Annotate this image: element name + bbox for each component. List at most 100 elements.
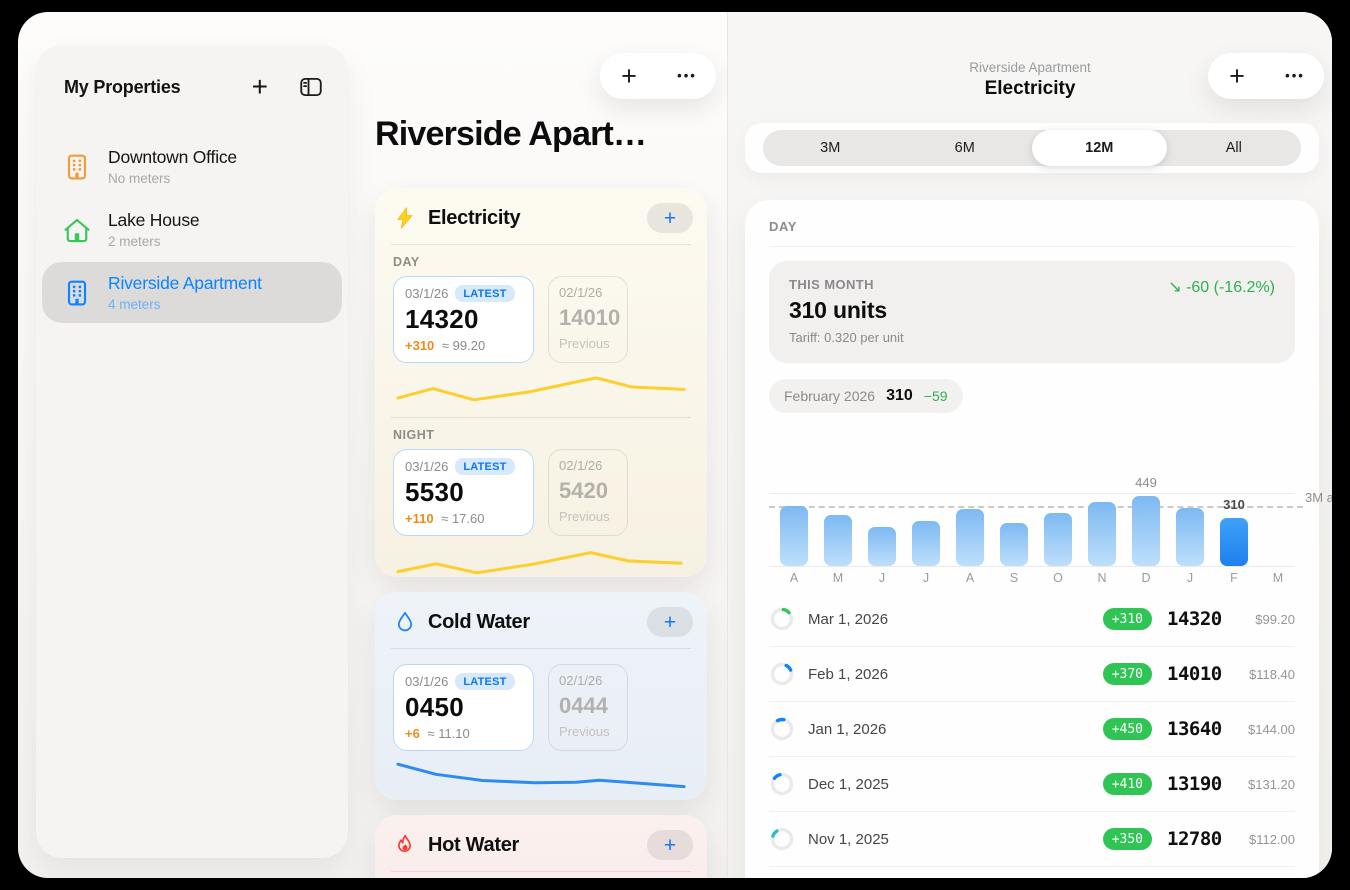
property-actions-pill: + ••• <box>600 53 716 99</box>
range-segment-12m[interactable]: 12M <box>1032 130 1167 166</box>
property-meter-count: No meters <box>108 171 171 186</box>
property-meter-count: 4 meters <box>108 297 161 312</box>
summary-trend: ↘ -60 (-16.2%) <box>1168 277 1275 297</box>
reading-value: 5530 <box>405 477 465 507</box>
reading-row-date: Jan 1, 2026 <box>808 720 887 738</box>
detail-property-name: Riverside Apartment <box>969 60 1091 75</box>
range-segment-3m[interactable]: 3M <box>820 140 841 156</box>
previous-label: Previous <box>559 509 610 524</box>
reading-row[interactable]: Feb 1, 2026 +370 14010 $118.40 <box>769 647 1295 702</box>
add-reading-button[interactable]: + <box>647 607 693 637</box>
reading-delta: +110 <box>405 511 434 526</box>
latest-badge: LATEST <box>455 285 515 302</box>
property-name: Lake House <box>108 210 200 230</box>
range-segment-6m[interactable]: 6M <box>954 140 975 156</box>
property-name: Riverside Apartment <box>108 273 262 293</box>
selected-month-chip[interactable]: February 2026 310 −59 <box>769 379 963 413</box>
meter-card-header: Hot Water + <box>375 815 707 871</box>
chart-bar-a-4[interactable] <box>956 509 984 566</box>
readings-list: Mar 1, 2026 +310 14320 $99.20 Feb 1, 202… <box>769 592 1295 878</box>
reading-cost: ≈ 17.60 <box>441 511 485 526</box>
chart-bar-d-8[interactable] <box>1132 496 1160 566</box>
divider <box>391 871 691 872</box>
range-segment-all[interactable]: All <box>1225 140 1242 156</box>
lightning-icon <box>393 206 417 230</box>
add-reading-button[interactable]: + <box>1229 61 1245 91</box>
tariff-label: DAY <box>393 255 420 269</box>
reading-value: 14320 <box>405 304 479 334</box>
reading-delta: +310 <box>405 338 435 353</box>
chart-value-label: 310 <box>1223 497 1245 512</box>
chart-bar-s-5[interactable] <box>1000 523 1028 566</box>
reading-value: 0450 <box>405 692 465 722</box>
reading-row-partial[interactable] <box>769 867 1295 878</box>
reading-row[interactable]: Dec 1, 2025 +410 13190 $131.20 <box>769 757 1295 812</box>
reading-row[interactable]: Nov 1, 2025 +350 12780 $112.00 <box>769 812 1295 867</box>
trend-down-icon: ↘ <box>1168 279 1182 296</box>
latest-reading-tile[interactable]: 03/1/26 LATEST 0450 +6 ≈ 11.10 <box>393 664 534 751</box>
meter-detail-panel: Riverside Apartment Electricity + ••• 3M… <box>728 12 1332 878</box>
chart-bar-j-2[interactable] <box>868 527 896 566</box>
reading-row[interactable]: Jan 1, 2026 +450 13640 $144.00 <box>769 702 1295 757</box>
more-options-button[interactable]: ••• <box>1285 68 1305 83</box>
chart-bar-j-3[interactable] <box>912 521 940 566</box>
meter-card-hot-water[interactable]: Hot Water + <box>375 815 707 878</box>
sidebar-toggle-icon[interactable] <box>298 74 324 100</box>
app-window: My Properties + Downtown Office No meter… <box>18 12 1332 878</box>
tariff-label: NIGHT <box>393 428 435 442</box>
sidebar-title: My Properties <box>64 76 181 97</box>
chart-month-label: F <box>1230 571 1238 585</box>
reading-delta-badge: +350 <box>1102 828 1152 850</box>
sidebar-item-property[interactable]: Riverside Apartment 4 meters <box>42 262 342 323</box>
reading-tiles: 03/1/26 LATEST 5530 +110 ≈ 17.60 02/1/26… <box>375 449 707 536</box>
latest-reading-tile[interactable]: 03/1/26 LATEST 5530 +110 ≈ 17.60 <box>393 449 534 536</box>
chart-bar-o-6[interactable] <box>1044 513 1072 566</box>
house-icon <box>60 213 94 247</box>
more-options-button[interactable]: ••• <box>677 68 697 83</box>
month-chip-value: 310 <box>886 387 913 404</box>
chart-bar-a-0[interactable] <box>780 506 808 566</box>
meter-card-cold-water[interactable]: Cold Water + 03/1/26 LATEST 0450 +6 ≈ 11… <box>375 592 707 800</box>
tariff-detail-card: DAY THIS MONTH 310 units Tariff: 0.320 p… <box>745 200 1332 878</box>
meter-name: Cold Water <box>428 610 530 633</box>
meter-card-header: Cold Water + <box>375 592 707 648</box>
chart-bar-n-7[interactable] <box>1088 502 1116 566</box>
sparkline-chart <box>396 376 686 402</box>
this-month-summary: THIS MONTH 310 units Tariff: 0.320 per u… <box>769 261 1295 363</box>
add-meter-button[interactable]: + <box>621 61 637 91</box>
latest-reading-tile[interactable]: 03/1/26 LATEST 14320 +310 ≈ 99.20 <box>393 276 534 363</box>
chart-bar-j-9[interactable] <box>1176 508 1204 566</box>
average-dashed-line <box>769 506 1303 508</box>
property-name: Downtown Office <box>108 147 237 167</box>
detail-meter-name: Electricity <box>984 78 1076 99</box>
reading-date: 02/1/26 <box>559 458 603 473</box>
reading-row-value: 14320 <box>1167 608 1222 630</box>
add-property-button[interactable]: + <box>251 71 268 102</box>
chart-month-label: M <box>1272 571 1284 585</box>
add-reading-button[interactable]: + <box>647 203 693 233</box>
month-progress-ring <box>770 827 794 851</box>
divider <box>769 246 1295 247</box>
meter-card-electricity[interactable]: Electricity + DAY 03/1/26 LATEST 14320 +… <box>375 188 707 577</box>
meter-name: Hot Water <box>428 833 520 856</box>
previous-reading-tile[interactable]: 02/1/26 14010 Previous <box>548 276 628 363</box>
previous-reading-tile[interactable]: 02/1/26 0444 Previous <box>548 664 628 751</box>
add-reading-button[interactable]: + <box>647 830 693 860</box>
property-text: Riverside Apartment 4 meters <box>108 273 262 312</box>
range-segmented-control: 3M 6M 12M All <box>763 130 1301 166</box>
chart-bar-m-1[interactable] <box>824 515 852 566</box>
consumption-bar-chart: 3M avg A M J J A S O N D J F M 449 310 <box>769 470 1332 585</box>
panel-divider <box>727 12 728 878</box>
reading-date: 02/1/26 <box>559 285 603 300</box>
chart-value-label: 449 <box>1135 475 1157 490</box>
previous-reading-tile[interactable]: 02/1/26 5420 Previous <box>548 449 628 536</box>
sidebar-item-property[interactable]: Lake House 2 meters <box>42 199 342 260</box>
sidebar-item-property[interactable]: Downtown Office No meters <box>42 136 342 197</box>
chart-bar-f-10[interactable] <box>1220 518 1248 566</box>
reading-row[interactable]: Mar 1, 2026 +310 14320 $99.20 <box>769 592 1295 647</box>
reading-value: 14010 <box>559 305 621 330</box>
reading-tiles: 03/1/26 LATEST 0450 +6 ≈ 11.10 02/1/26 0… <box>375 664 707 751</box>
reading-tiles: 03/1/26 LATEST 14320 +310 ≈ 99.20 02/1/2… <box>375 276 707 363</box>
chart-month-label: O <box>1053 571 1063 585</box>
month-chip-label: February 2026 <box>784 388 876 404</box>
